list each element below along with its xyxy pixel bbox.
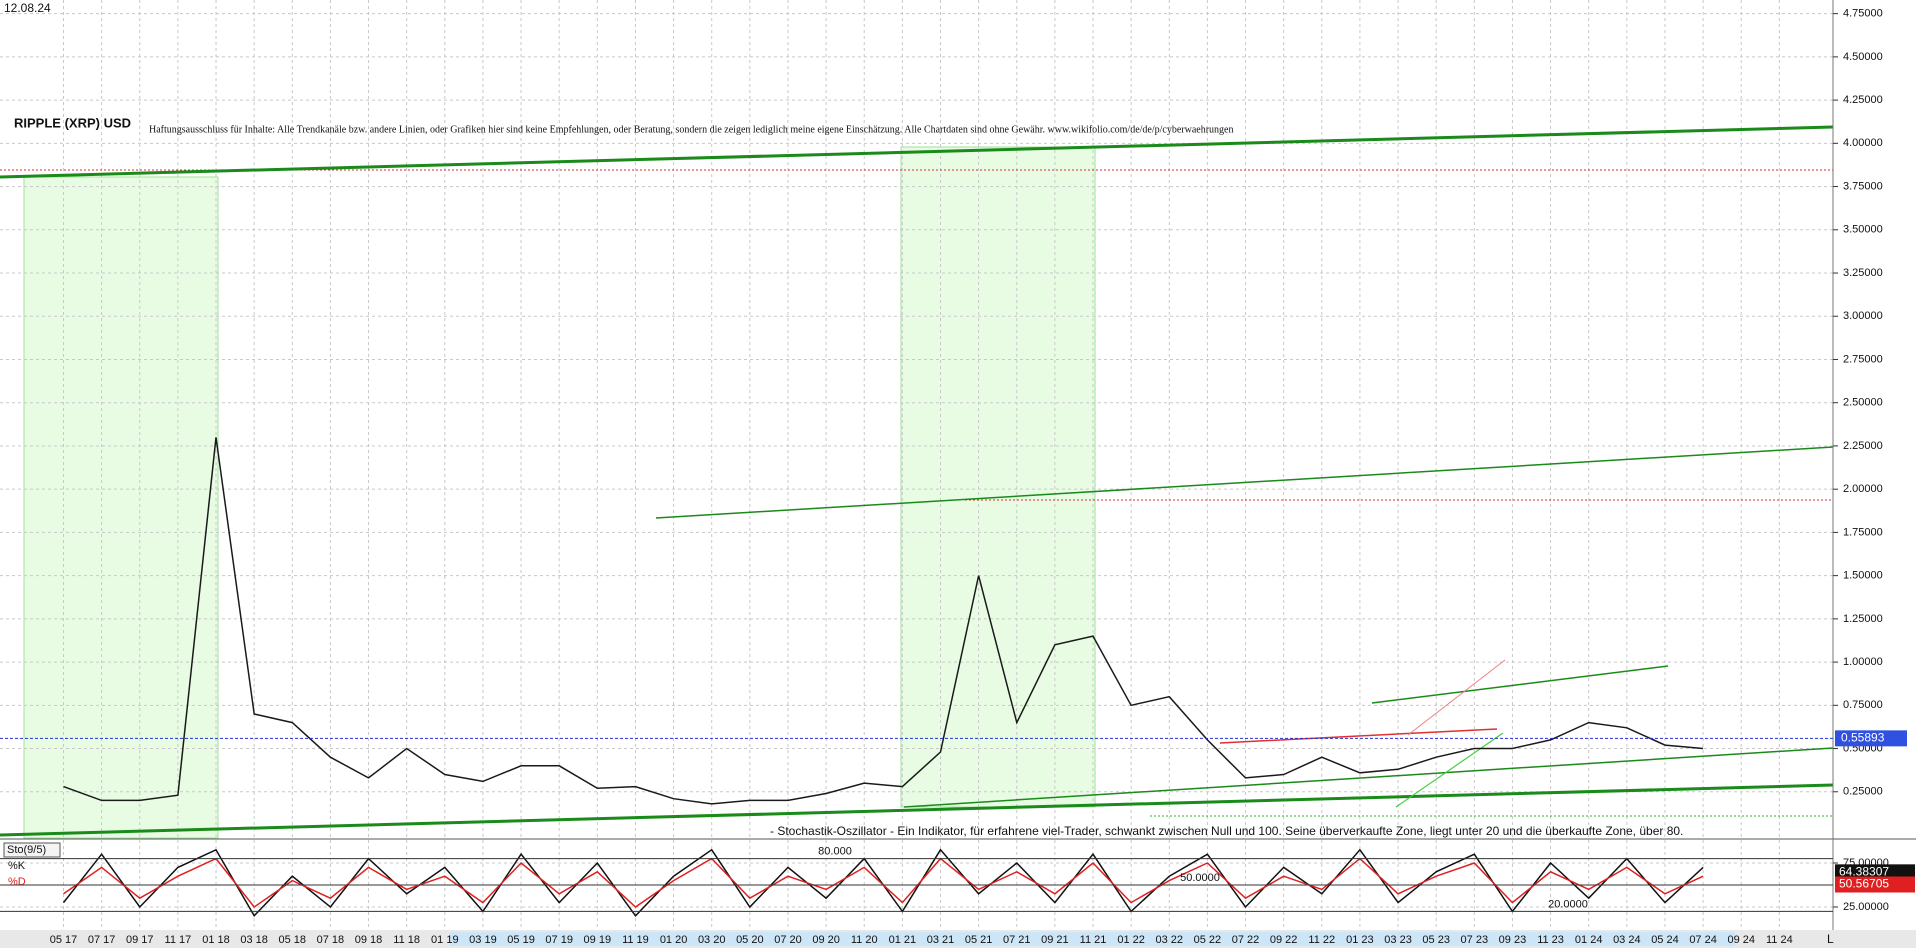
y-tick-label: 1.75000 (1843, 526, 1883, 538)
x-tick-label: 01 24 (1575, 934, 1603, 946)
x-tick-label: 01 20 (660, 934, 688, 946)
chart-title: RIPPLE (XRP) USD (14, 115, 131, 130)
highlight-zone (900, 146, 1096, 808)
series-line (63, 437, 1704, 805)
x-tick-label: 07 22 (1232, 934, 1260, 946)
x-tick-label: 05 24 (1651, 934, 1679, 946)
x-tick-label: 03 20 (698, 934, 726, 946)
indicator-title: Sto(9/5) (7, 844, 46, 856)
trend-line (655, 446, 1834, 519)
x-tick-label: 05 17 (50, 934, 78, 946)
x-tick-label: 01 19 (431, 934, 459, 946)
y-tick-label: 0.25000 (1843, 786, 1883, 798)
x-tick-label: 01 22 (1117, 934, 1145, 946)
y-tick-label: 4.00000 (1843, 137, 1883, 149)
x-tick-label: 03 21 (927, 934, 955, 946)
date-axis-highlight (450, 932, 1735, 946)
grid (0, 0, 1833, 929)
trend-line (1219, 728, 1498, 744)
x-tick-label: 05 22 (1194, 934, 1222, 946)
x-tick-label: 09 18 (355, 934, 383, 946)
x-tick-label: 07 21 (1003, 934, 1031, 946)
x-tick-label: 11 18 (393, 934, 420, 946)
y-tick-label: 4.50000 (1843, 51, 1883, 63)
x-tick-label: 03 19 (469, 934, 497, 946)
x-tick-label: 01 18 (202, 934, 230, 946)
trend-line (1371, 665, 1669, 704)
last-value-box (1835, 864, 1915, 881)
x-tick-label: 11 22 (1308, 934, 1335, 946)
x-tick-label: 07 24 (1689, 934, 1717, 946)
x-tick-label: 05 21 (965, 934, 993, 946)
x-tick-label: 09 20 (812, 934, 840, 946)
y-tick-label: 4.75000 (1843, 8, 1883, 20)
y-tick-label: 2.25000 (1843, 440, 1883, 452)
x-tick-label: 09 21 (1041, 934, 1069, 946)
level-label: 20.0000 (1548, 898, 1588, 910)
x-tick-label: 09 24 (1727, 934, 1755, 946)
corner-label: L (1827, 932, 1834, 946)
y-tick-label: 1.00000 (1843, 656, 1883, 668)
x-tick-label: 05 23 (1422, 934, 1450, 946)
x-tick-label: 07 17 (88, 934, 116, 946)
x-tick-label: 05 20 (736, 934, 764, 946)
y-tick-label: 25.00000 (1843, 901, 1889, 913)
trend-line (1395, 732, 1504, 808)
x-tick-label: 05 19 (507, 934, 535, 946)
trend-line (903, 747, 1834, 808)
x-tick-label: 05 18 (279, 934, 307, 946)
x-tick-label: 03 22 (1156, 934, 1184, 946)
x-tick-label: 11 19 (622, 934, 649, 946)
x-tick-label: 11 23 (1537, 934, 1564, 946)
y-tick-label: 3.50000 (1843, 224, 1883, 236)
trend-line (1407, 659, 1506, 736)
x-tick-label: 11 17 (165, 934, 192, 946)
indicator-box (3, 842, 61, 858)
date-label: 12.08.24 (4, 1, 51, 15)
x-tick-label: 03 23 (1384, 934, 1412, 946)
level-label: 50.0000 (1180, 872, 1220, 884)
x-tick-label: 01 23 (1346, 934, 1374, 946)
x-tick-label: 09 19 (584, 934, 612, 946)
disclaimer: Haftungsausschluss für Inhalte: Alle Tre… (149, 124, 1234, 135)
last-value-box (1835, 876, 1915, 893)
y-tick-label: 1.25000 (1843, 613, 1883, 625)
y-tick-label: 2.75000 (1843, 353, 1883, 365)
x-tick-label: 07 23 (1461, 934, 1489, 946)
x-tick-label: 01 21 (889, 934, 917, 946)
level-label: 80.000 (818, 846, 852, 858)
last-price-box (1835, 730, 1907, 747)
x-tick-label: 09 23 (1499, 934, 1527, 946)
y-tick-label: 4.25000 (1843, 94, 1883, 106)
y-tick-label: 3.25000 (1843, 267, 1883, 279)
y-tick-label: 2.50000 (1843, 397, 1883, 409)
legend-entry: %K (8, 860, 26, 872)
last-price-label: 0.55893 (1841, 731, 1885, 745)
x-tick-label: 03 18 (240, 934, 268, 946)
x-tick-label: 11 20 (851, 934, 878, 946)
y-tick-label: 1.50000 (1843, 570, 1883, 582)
x-tick-label: 09 17 (126, 934, 154, 946)
x-tick-label: 03 24 (1613, 934, 1641, 946)
y-tick-label: 3.00000 (1843, 310, 1883, 322)
trend-line (0, 783, 1834, 837)
x-tick-label: 09 22 (1270, 934, 1298, 946)
last-value-label: 50.56705 (1839, 877, 1889, 891)
last-value-label: 64.38307 (1839, 865, 1889, 879)
y-tick-label: 0.75000 (1843, 699, 1883, 711)
x-tick-label: 07 20 (774, 934, 802, 946)
x-tick-label: 07 18 (317, 934, 345, 946)
legend-entry: %D (8, 876, 26, 888)
y-tick-label: 3.75000 (1843, 180, 1883, 192)
x-tick-label: 11 24 (1766, 934, 1793, 946)
y-tick-label: 2.00000 (1843, 483, 1883, 495)
x-tick-label: 11 21 (1080, 934, 1107, 946)
x-tick-label: 07 19 (545, 934, 573, 946)
trend-line (0, 125, 1834, 179)
annotation: - Stochastik-Oszillator - Ein Indikator,… (770, 824, 1683, 838)
